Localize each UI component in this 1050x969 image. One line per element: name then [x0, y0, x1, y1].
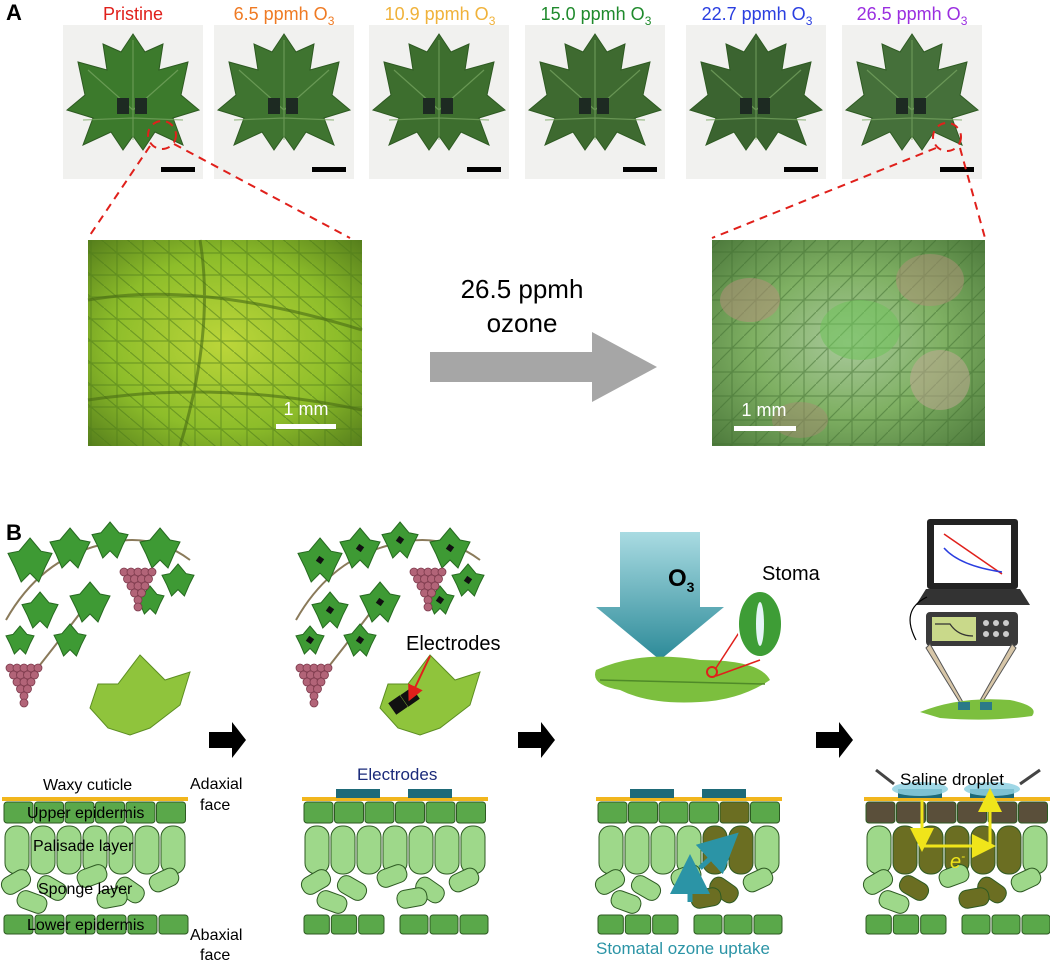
label-sponge: Sponge layer — [38, 881, 133, 898]
title-15-0: 15.0 ppmh O3 — [541, 4, 652, 28]
scale-bar — [940, 167, 974, 172]
ozone-exposure-leaf: O3 Stoma — [595, 532, 821, 703]
scale-bar — [312, 167, 346, 172]
layer-labels: Waxy cuticle Upper epidermis Palisade la… — [27, 776, 242, 964]
title-22-7: 22.7 ppmh O3 — [702, 4, 813, 28]
macro-pristine: 1 mm — [87, 239, 363, 447]
step-arrow-2 — [518, 722, 555, 758]
cross-section-2 — [300, 789, 489, 935]
scale-bar — [161, 167, 195, 172]
zoom-circle-right — [932, 122, 962, 152]
vine-pristine — [5, 521, 195, 736]
title-pristine: Pristine — [103, 4, 163, 24]
label-upper-epidermis: Upper epidermis — [27, 805, 144, 822]
scale-label-right: 1 mm — [742, 400, 787, 420]
scale-bar — [784, 167, 818, 172]
scale-bar-left — [276, 424, 336, 429]
label-adaxial-face: face — [200, 797, 230, 814]
label-lower-epidermis: Lower epidermis — [27, 917, 144, 934]
electron-path — [910, 788, 1002, 858]
stoma-label: Stoma — [762, 563, 821, 585]
probe-left — [925, 643, 965, 707]
uptake-label: Stomatal ozone uptake — [596, 939, 770, 958]
leaf-photo-4 — [525, 25, 665, 179]
scale-bar — [623, 167, 657, 172]
cross-section-1 — [0, 797, 189, 935]
leaf-photo-2 — [214, 25, 354, 179]
cross-section-3 — [594, 789, 783, 935]
vine-with-electrodes — [295, 521, 485, 736]
electrode-pad — [286, 98, 298, 114]
electrode-pad — [423, 98, 435, 114]
label-waxy-cuticle: Waxy cuticle — [43, 777, 132, 794]
saline-label: Saline droplet — [900, 770, 1004, 789]
electrode-pad — [579, 98, 591, 114]
electrode-pad — [135, 98, 147, 114]
step-arrow-3 — [816, 722, 853, 758]
title-26-5: 26.5 ppmh O3 — [857, 4, 968, 28]
leaf-photos — [63, 25, 982, 179]
leaf-photo-6 — [842, 25, 982, 179]
zoom-lines — [87, 120, 986, 239]
arrow-label-line1: 26.5 ppmh — [461, 274, 584, 304]
probe-right — [977, 643, 1017, 707]
scale-label-left: 1 mm — [284, 399, 329, 419]
zoom-circle-left — [147, 120, 177, 150]
leaf-photo-1 — [63, 25, 203, 179]
electrode-pad — [758, 98, 770, 114]
panel-a-label: A — [6, 0, 22, 25]
label-adaxial: Adaxial — [190, 776, 242, 793]
cross-sections — [0, 768, 1050, 935]
electrode-pad — [896, 98, 908, 114]
electrode-pad — [914, 98, 926, 114]
grape-vines — [5, 521, 485, 736]
label-abaxial: Abaxial — [190, 927, 242, 944]
electrodes-cross-label: Electrodes — [357, 765, 437, 784]
electrode-pad — [268, 98, 280, 114]
label-abaxial-face: face — [200, 947, 230, 964]
electrode-pad — [597, 98, 609, 114]
title-6-5: 6.5 ppmh O3 — [234, 4, 335, 28]
o3-label: O3 — [668, 565, 695, 595]
title-10-9: 10.9 ppmh O3 — [385, 4, 496, 28]
arrow-label-line2: ozone — [487, 308, 558, 338]
leaf-photo-3 — [369, 25, 509, 179]
ozone-arrow: 26.5 ppmh ozone — [430, 274, 657, 402]
macro-damaged: 1 mm — [712, 240, 985, 446]
ozone-arrow-down — [596, 532, 724, 660]
electrodes-label: Electrodes — [406, 633, 501, 655]
scale-bar — [467, 167, 501, 172]
panel-b-label: B — [6, 520, 22, 545]
laptop-keyboard — [916, 589, 1030, 605]
electron-label: e- — [950, 849, 965, 873]
measurement-setup — [909, 519, 1034, 720]
electrode-pad — [441, 98, 453, 114]
leaf-photo-5 — [686, 25, 826, 179]
label-palisade: Palisade layer — [33, 838, 134, 855]
scale-bar-right — [734, 426, 796, 431]
step-arrows — [209, 722, 853, 758]
electrode-pad — [740, 98, 752, 114]
step-arrow-1 — [209, 722, 246, 758]
electrode-pad — [117, 98, 129, 114]
condition-titles: Pristine 6.5 ppmh O3 10.9 ppmh O3 15.0 p… — [103, 4, 968, 28]
